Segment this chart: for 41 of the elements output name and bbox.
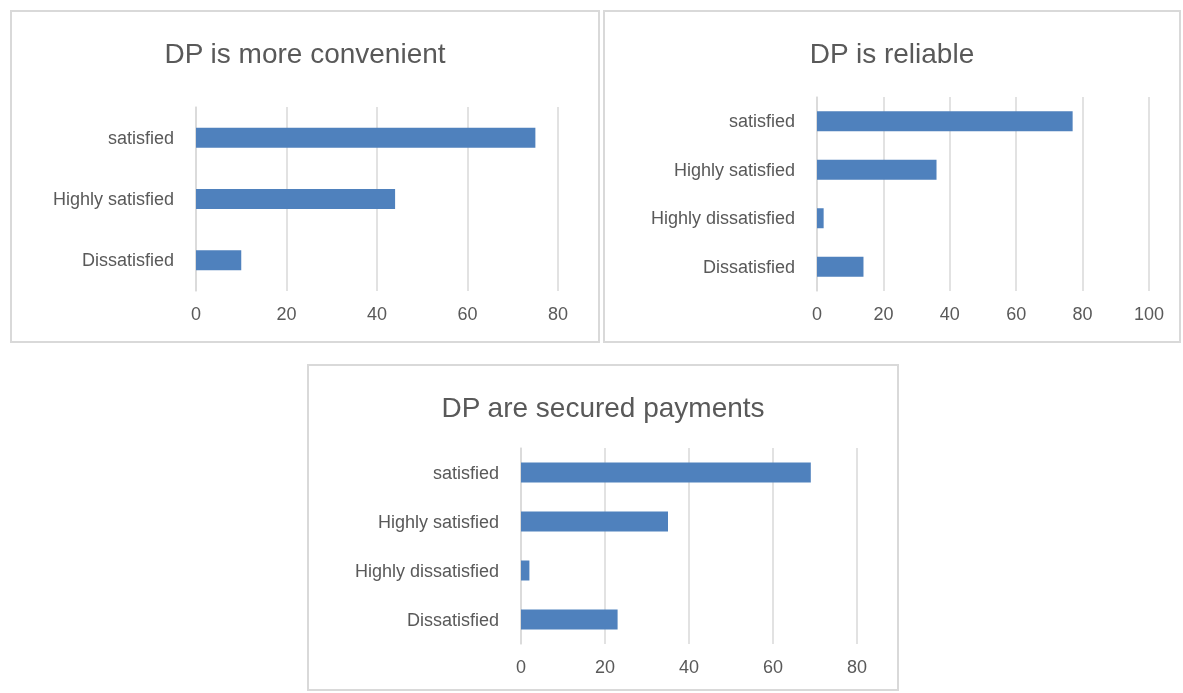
x-tick-label: 60 <box>762 657 784 677</box>
x-tick-label: 100 <box>1133 304 1165 324</box>
x-tick-label: 0 <box>515 657 527 677</box>
x-tick-label: 20 <box>873 304 894 324</box>
bar <box>521 511 668 532</box>
bar <box>521 609 618 630</box>
bar <box>196 250 242 271</box>
y-tick-label: satisfied <box>728 111 795 132</box>
chart-title: DP is more convenient <box>164 37 446 69</box>
y-tick-label: Highly dissatisfied <box>354 560 499 581</box>
bar <box>521 462 811 483</box>
y-tick-label: Dissatisfied <box>81 250 174 271</box>
bar <box>817 159 937 180</box>
x-tick-label: 80 <box>547 304 569 324</box>
y-tick-label: satisfied <box>432 462 499 483</box>
y-tick-label: Highly dissatisfied <box>650 208 795 229</box>
bar <box>196 189 396 209</box>
x-tick-label: 60 <box>457 304 478 324</box>
x-tick-label: 0 <box>190 304 202 324</box>
chart-title: DP are secured payments <box>441 391 765 423</box>
x-tick-label: 60 <box>1006 304 1027 324</box>
bar <box>817 111 1073 132</box>
y-tick-label: satisfied <box>107 127 174 148</box>
y-tick-label: Dissatisfied <box>702 256 795 277</box>
x-tick-label: 40 <box>939 304 960 324</box>
x-tick-label: 80 <box>846 657 868 677</box>
x-tick-label: 20 <box>276 304 297 324</box>
y-tick-label: Highly satisfied <box>52 189 174 209</box>
bar <box>817 256 864 277</box>
x-tick-label: 40 <box>366 304 388 324</box>
bar <box>521 560 530 581</box>
bar <box>817 208 824 229</box>
y-tick-label: Highly satisfied <box>673 159 795 180</box>
x-tick-label: 40 <box>678 657 700 677</box>
x-tick-label: 20 <box>594 657 616 677</box>
x-tick-label: 80 <box>1072 304 1093 324</box>
x-tick-label: 0 <box>811 304 823 324</box>
bar <box>196 127 536 148</box>
y-tick-label: Highly satisfied <box>377 511 499 532</box>
chart-title: DP is reliable <box>809 37 975 69</box>
y-tick-label: Dissatisfied <box>406 609 499 630</box>
